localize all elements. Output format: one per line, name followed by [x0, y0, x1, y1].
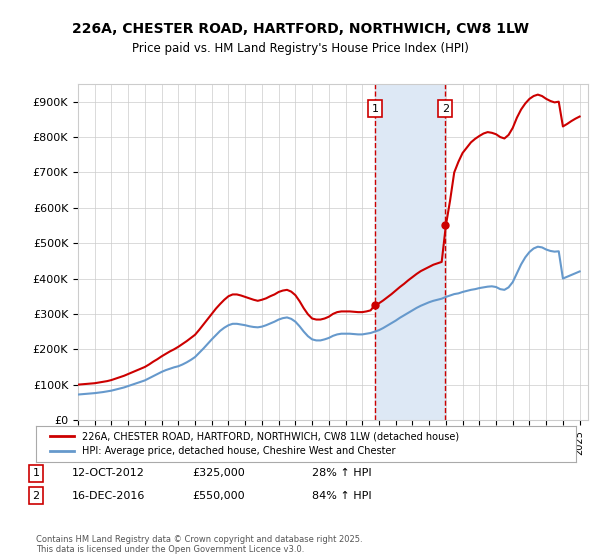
Text: £550,000: £550,000: [192, 491, 245, 501]
Text: 12-OCT-2012: 12-OCT-2012: [72, 468, 145, 478]
Text: 16-DEC-2016: 16-DEC-2016: [72, 491, 145, 501]
Text: Price paid vs. HM Land Registry's House Price Index (HPI): Price paid vs. HM Land Registry's House …: [131, 42, 469, 55]
Text: 1: 1: [372, 104, 379, 114]
Text: £325,000: £325,000: [192, 468, 245, 478]
Text: Contains HM Land Registry data © Crown copyright and database right 2025.
This d: Contains HM Land Registry data © Crown c…: [36, 535, 362, 554]
Text: 226A, CHESTER ROAD, HARTFORD, NORTHWICH, CW8 1LW: 226A, CHESTER ROAD, HARTFORD, NORTHWICH,…: [71, 22, 529, 36]
Legend: 226A, CHESTER ROAD, HARTFORD, NORTHWICH, CW8 1LW (detached house), HPI: Average : 226A, CHESTER ROAD, HARTFORD, NORTHWICH,…: [46, 427, 463, 460]
Text: 28% ↑ HPI: 28% ↑ HPI: [312, 468, 371, 478]
Text: 2: 2: [32, 491, 40, 501]
Bar: [376, 84, 445, 420]
Text: 84% ↑ HPI: 84% ↑ HPI: [312, 491, 371, 501]
Text: 2: 2: [442, 104, 449, 114]
Text: 1: 1: [32, 468, 40, 478]
